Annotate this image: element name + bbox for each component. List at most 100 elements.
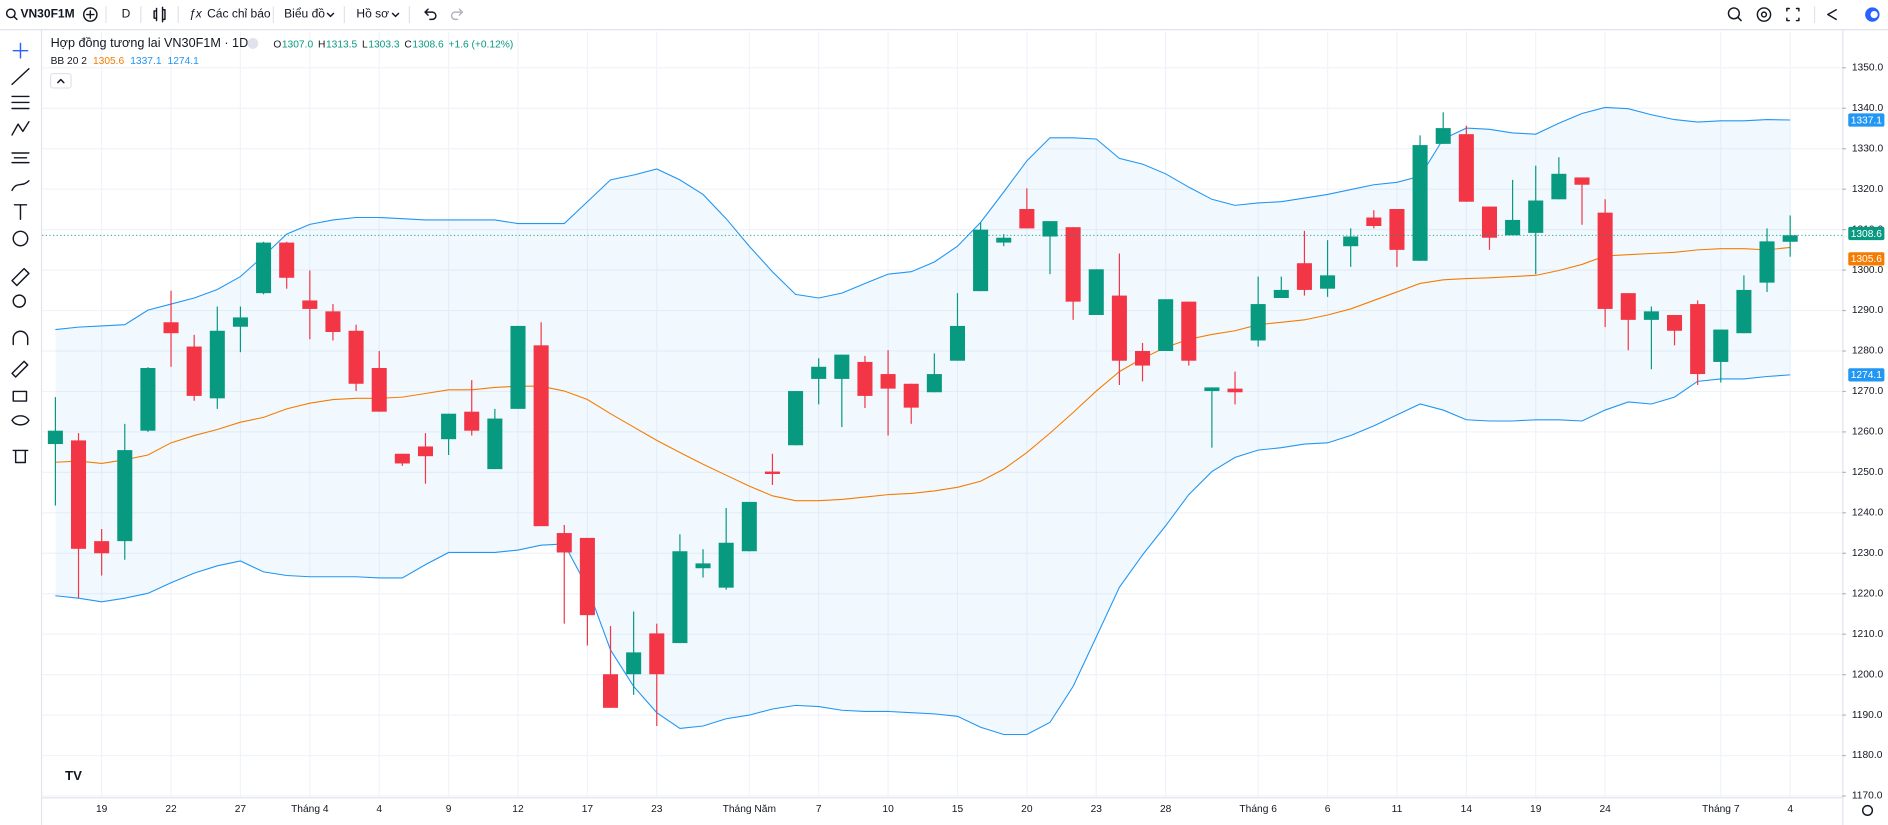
candle-body (1227, 388, 1243, 393)
candle-body (1481, 206, 1497, 238)
indicator-value: 1305.6 (93, 56, 125, 67)
price-tag-label: 1305.6 (1851, 254, 1883, 265)
candle-body (973, 229, 989, 292)
lock-drawing-tool[interactable] (11, 360, 29, 378)
candle-body (834, 354, 850, 379)
brand-icon (1870, 10, 1878, 19)
undo[interactable] (424, 8, 437, 21)
candle-body (626, 652, 642, 675)
legend-ohlc-label: O (273, 39, 281, 50)
share-icon[interactable] (1827, 9, 1837, 21)
candle-body (256, 242, 272, 294)
y-tick-label: 1340.0 (1852, 103, 1884, 114)
x-tick-label: 10 (882, 804, 894, 815)
magnet-tool[interactable] (12, 330, 29, 346)
candle-body (764, 471, 780, 474)
legend-ohlc-value: 1313.5 (326, 39, 358, 50)
y-tick-label: 1170.0 (1852, 791, 1883, 802)
candle-body (117, 450, 133, 542)
grid-layer: 1170.0 1180.0 1190.0 1200.0 1210.0 1220.0 1230… (42, 31, 1883, 815)
candle-body (302, 300, 318, 309)
candle-body (1273, 289, 1289, 299)
x-tick-label: 28 (1160, 804, 1172, 815)
x-tick-label: 24 (1599, 804, 1611, 815)
fullscreen-icon[interactable] (1786, 7, 1800, 22)
candle-body (1528, 200, 1544, 233)
emoji-tool[interactable] (12, 230, 29, 247)
settings-icon[interactable] (1756, 7, 1772, 22)
candle-body (1412, 145, 1428, 261)
y-tick-label: 1270.0 (1852, 386, 1884, 397)
candle-body (1620, 293, 1636, 320)
y-tick-label: 1190.0 (1852, 710, 1883, 721)
legend-ohlc-label: C (404, 39, 411, 50)
band-lower (55, 374, 1791, 736)
indicators-button[interactable]: Các chỉ báo (207, 7, 271, 21)
snapshot-icon (1737, 16, 1742, 22)
legend-ohlc-value: 1303.3 (368, 39, 400, 50)
interval[interactable]: D (122, 7, 131, 21)
projection-tool[interactable] (11, 152, 30, 164)
candle-body (741, 501, 757, 552)
chart-type-icon[interactable] (153, 6, 166, 23)
x-tick-label: 6 (1325, 804, 1331, 815)
candle-body (926, 374, 942, 393)
y-tick-label: 1180.0 (1852, 750, 1883, 761)
chart-menu[interactable]: Biểu đồ (284, 7, 325, 21)
price-tag (1848, 113, 1885, 127)
y-tick-label: 1220.0 (1852, 588, 1884, 599)
candle-body (1204, 387, 1220, 392)
candle-body (1042, 221, 1058, 237)
pattern-tool[interactable] (11, 120, 30, 136)
candle-body (140, 367, 156, 431)
redo[interactable] (450, 8, 464, 21)
y-tick-label: 1320.0 (1852, 184, 1884, 195)
candle-body (1181, 301, 1197, 361)
y-tick-label: 1300.0 (1852, 265, 1884, 276)
price-tag-label: 1337.1 (1851, 115, 1883, 126)
y-tick-label: 1260.0 (1852, 427, 1884, 438)
candle-body (232, 317, 248, 327)
candle-body (880, 374, 896, 389)
y-tick-label: 1330.0 (1852, 143, 1884, 154)
x-tick-label: 15 (952, 804, 964, 815)
symbol-search[interactable]: VN30F1M (5, 7, 75, 21)
fib-tool[interactable] (11, 95, 30, 110)
candle-body (1088, 269, 1104, 315)
axis-settings[interactable] (1861, 804, 1874, 816)
candle-body (949, 325, 965, 361)
candle-body (325, 311, 341, 332)
candle-body (1666, 314, 1683, 331)
x-tick-label: 4 (376, 804, 382, 815)
zoom-tool[interactable] (12, 294, 27, 308)
candle-body (94, 541, 110, 554)
candle-body (695, 563, 711, 569)
x-tick-label: 14 (1461, 804, 1473, 815)
lock-tool[interactable] (12, 390, 28, 402)
ruler-tool[interactable] (11, 267, 30, 287)
candle-body (1759, 241, 1775, 283)
text-tool[interactable] (13, 204, 28, 220)
candle-body (1458, 134, 1474, 202)
legend-collapse[interactable] (49, 72, 72, 89)
candle-body (1597, 212, 1613, 309)
legend-ohlc-value: 1307.0 (282, 39, 314, 50)
candle-body (1019, 209, 1035, 229)
delete-tool[interactable] (12, 449, 29, 464)
trend-line-tool[interactable] (11, 68, 30, 86)
chevron (326, 12, 335, 18)
candle-body (510, 325, 526, 409)
brush-tool[interactable] (11, 179, 30, 192)
x-tick-label: Tháng Năm (723, 804, 776, 815)
y-tick-label: 1350.0 (1852, 63, 1884, 74)
candle-body (417, 446, 433, 457)
crosshair-tool[interactable] (12, 42, 29, 59)
compare-button[interactable] (82, 7, 98, 22)
profile-menu[interactable]: Hồ sơ (356, 7, 389, 21)
candle-body (209, 330, 225, 399)
snapshot-icon[interactable] (1727, 7, 1741, 20)
y-tick-label: 1290.0 (1852, 305, 1884, 316)
visibility-tool[interactable] (11, 415, 30, 426)
